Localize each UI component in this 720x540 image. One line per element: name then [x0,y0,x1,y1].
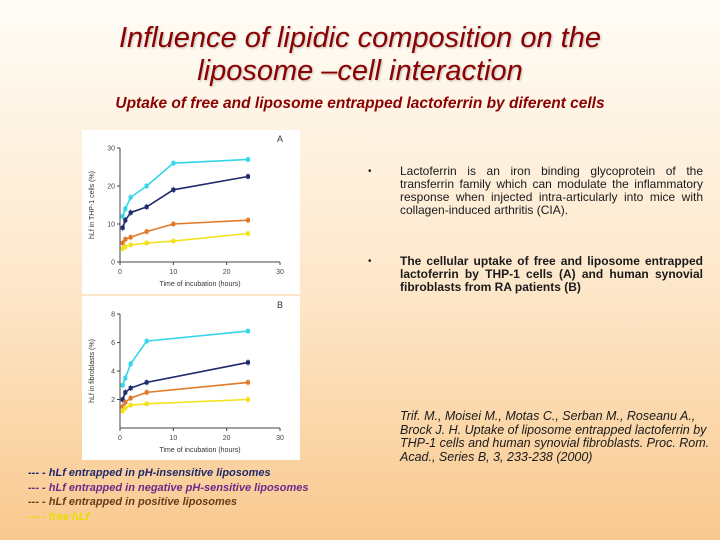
data-point [123,237,128,242]
series-line [121,175,249,229]
data-point [128,403,133,408]
data-point [144,229,149,234]
x-tick-label: 30 [276,269,284,276]
data-point [144,390,149,395]
data-point [120,246,125,251]
y-tick-label: 10 [107,222,115,229]
data-point [246,329,250,334]
x-tick-label: 0 [118,435,122,442]
y-tick-label: 8 [111,312,115,319]
x-tick-label: 10 [169,435,177,442]
data-point [246,157,250,162]
chart-a: 0 10 20 30 0 10 20 30 Time of incubation (hours)… [89,134,284,288]
y-tick-label: 2 [111,397,115,404]
panel-label: A [277,134,283,144]
x-tick-label: 0 [118,269,122,276]
data-point [144,241,149,245]
data-point [120,383,125,388]
series-line [122,232,249,250]
citation: Trif. M., Moisei M., Motas C., Serban M.… [400,409,710,464]
data-point [128,361,133,366]
data-point [123,376,128,381]
slide-subtitle: Uptake of free and liposome entrapped la… [115,95,605,112]
bullet-text-2: The cellular uptake of free and liposome… [400,254,703,294]
data-point [123,244,128,249]
data-point [120,214,125,219]
data-point [246,231,250,236]
x-tick-label: 30 [276,435,284,442]
data-point [120,408,125,413]
legend-item-ph-insensitive: --- - hLf entrapped in pH-insensitive li… [28,467,271,479]
legend: --- - hLf entrapped in pH-insensitive li… [28,466,309,524]
data-point [246,397,250,402]
x-tick-label: 20 [223,435,231,442]
chart-b: 0 10 20 30 2 4 6 8 Time of incubation (hours) hLf… [89,300,284,454]
data-point [144,339,149,344]
data-point [171,222,176,226]
y-tick-label: 20 [107,184,115,191]
slide-title: Influence of lipidic composition on the … [0,22,720,88]
chart-panel-b: 0 10 20 30 2 4 6 8 Time of incubation (hours) hLf… [82,296,300,460]
data-point [144,401,149,406]
data-point [128,396,133,401]
x-tick-label: 10 [169,269,177,276]
data-point [128,195,133,200]
legend-item-positive: --- - hLf entrapped in positive liposome… [28,496,238,508]
y-tick-label: 0 [111,260,115,267]
x-tick-label: 20 [223,269,231,276]
bullet-dot-icon: • [368,166,372,177]
title-line-2: liposome –cell interaction [197,55,523,87]
bullet-list: • Lactoferrin is an iron binding glycopr… [368,165,703,332]
data-point [171,239,176,244]
y-tick-label: 6 [111,340,115,347]
data-point [123,390,128,395]
y-axis-label: hLf in fibroblasts (%) [89,339,96,403]
data-point [123,206,128,211]
data-point [128,235,133,240]
data-point [246,174,250,179]
y-axis-label: hLf in THP-1 cells (%) [89,171,96,239]
y-tick-label: 4 [111,369,115,376]
chart-panel-a: 0 10 20 30 0 10 20 30 Time of incubation (hours)… [82,130,300,294]
data-point [171,187,176,192]
bullet-item-2: • The cellular uptake of free and liposo… [368,255,703,294]
data-point [120,397,125,402]
data-point [144,380,149,385]
data-point [144,184,149,188]
bullet-item-1: • Lactoferrin is an iron binding glycopr… [368,165,703,217]
data-point [123,400,128,405]
title-line-1: Influence of lipidic composition on the [118,22,601,54]
data-point [120,225,125,230]
y-tick-label: 30 [107,146,115,153]
panel-label: B [277,300,283,310]
x-axis-label: Time of incubation (hours) [159,447,240,454]
data-point [144,204,149,209]
data-point [246,360,250,365]
data-point [128,386,133,391]
data-point [246,380,250,385]
x-axis-label: Time of incubation (hours) [159,281,240,288]
series-line [121,330,249,386]
legend-item-negative-ph-sensitive: --- - hLf entrapped in negative pH-sensi… [28,481,309,494]
series-line [121,381,249,408]
legend-item-free-hlf: --- - free hLf [28,510,90,523]
data-point [171,161,176,166]
data-point [128,210,133,215]
series-line [122,398,249,412]
bullet-text-1: Lactoferrin is an iron binding glycoprot… [400,164,703,217]
bullet-dot-icon: • [368,256,372,267]
data-point [123,218,128,223]
data-point [128,242,133,247]
data-point [120,404,125,409]
data-point [246,218,250,223]
data-point [120,241,125,245]
data-point [123,406,128,411]
